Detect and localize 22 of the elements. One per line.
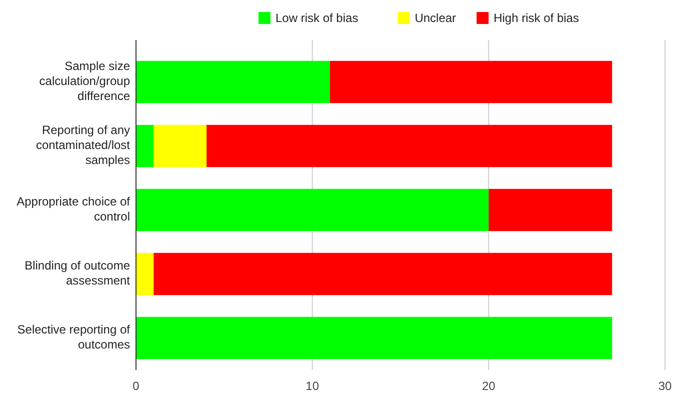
bar	[154, 124, 207, 168]
y-tick-label: Selective reporting of outcomes	[17, 322, 131, 352]
bar	[136, 188, 489, 232]
bar	[136, 316, 612, 360]
bar	[206, 124, 612, 168]
y-tick-label: Blinding of outcome assessment	[24, 258, 131, 288]
x-tick-label: 0	[132, 379, 140, 393]
legend-label: High risk of bias	[494, 11, 579, 25]
x-tick-label: 10	[306, 379, 320, 393]
legend-label: Low risk of bias	[276, 11, 358, 25]
x-tick-label: 30	[658, 379, 672, 393]
bar	[136, 60, 330, 104]
bar	[488, 188, 612, 232]
y-tick-label: Appropriate choice of control	[16, 194, 131, 224]
bar	[330, 60, 612, 104]
x-tick-label: 20	[482, 379, 496, 393]
bar	[136, 124, 154, 168]
y-tick-label: Reporting of any contaminated/lost samples	[36, 123, 131, 168]
bar	[154, 252, 612, 296]
bar	[136, 252, 154, 296]
y-tick-label: Sample size calculation/group difference	[39, 59, 130, 104]
legend-label: Unclear	[414, 11, 456, 25]
